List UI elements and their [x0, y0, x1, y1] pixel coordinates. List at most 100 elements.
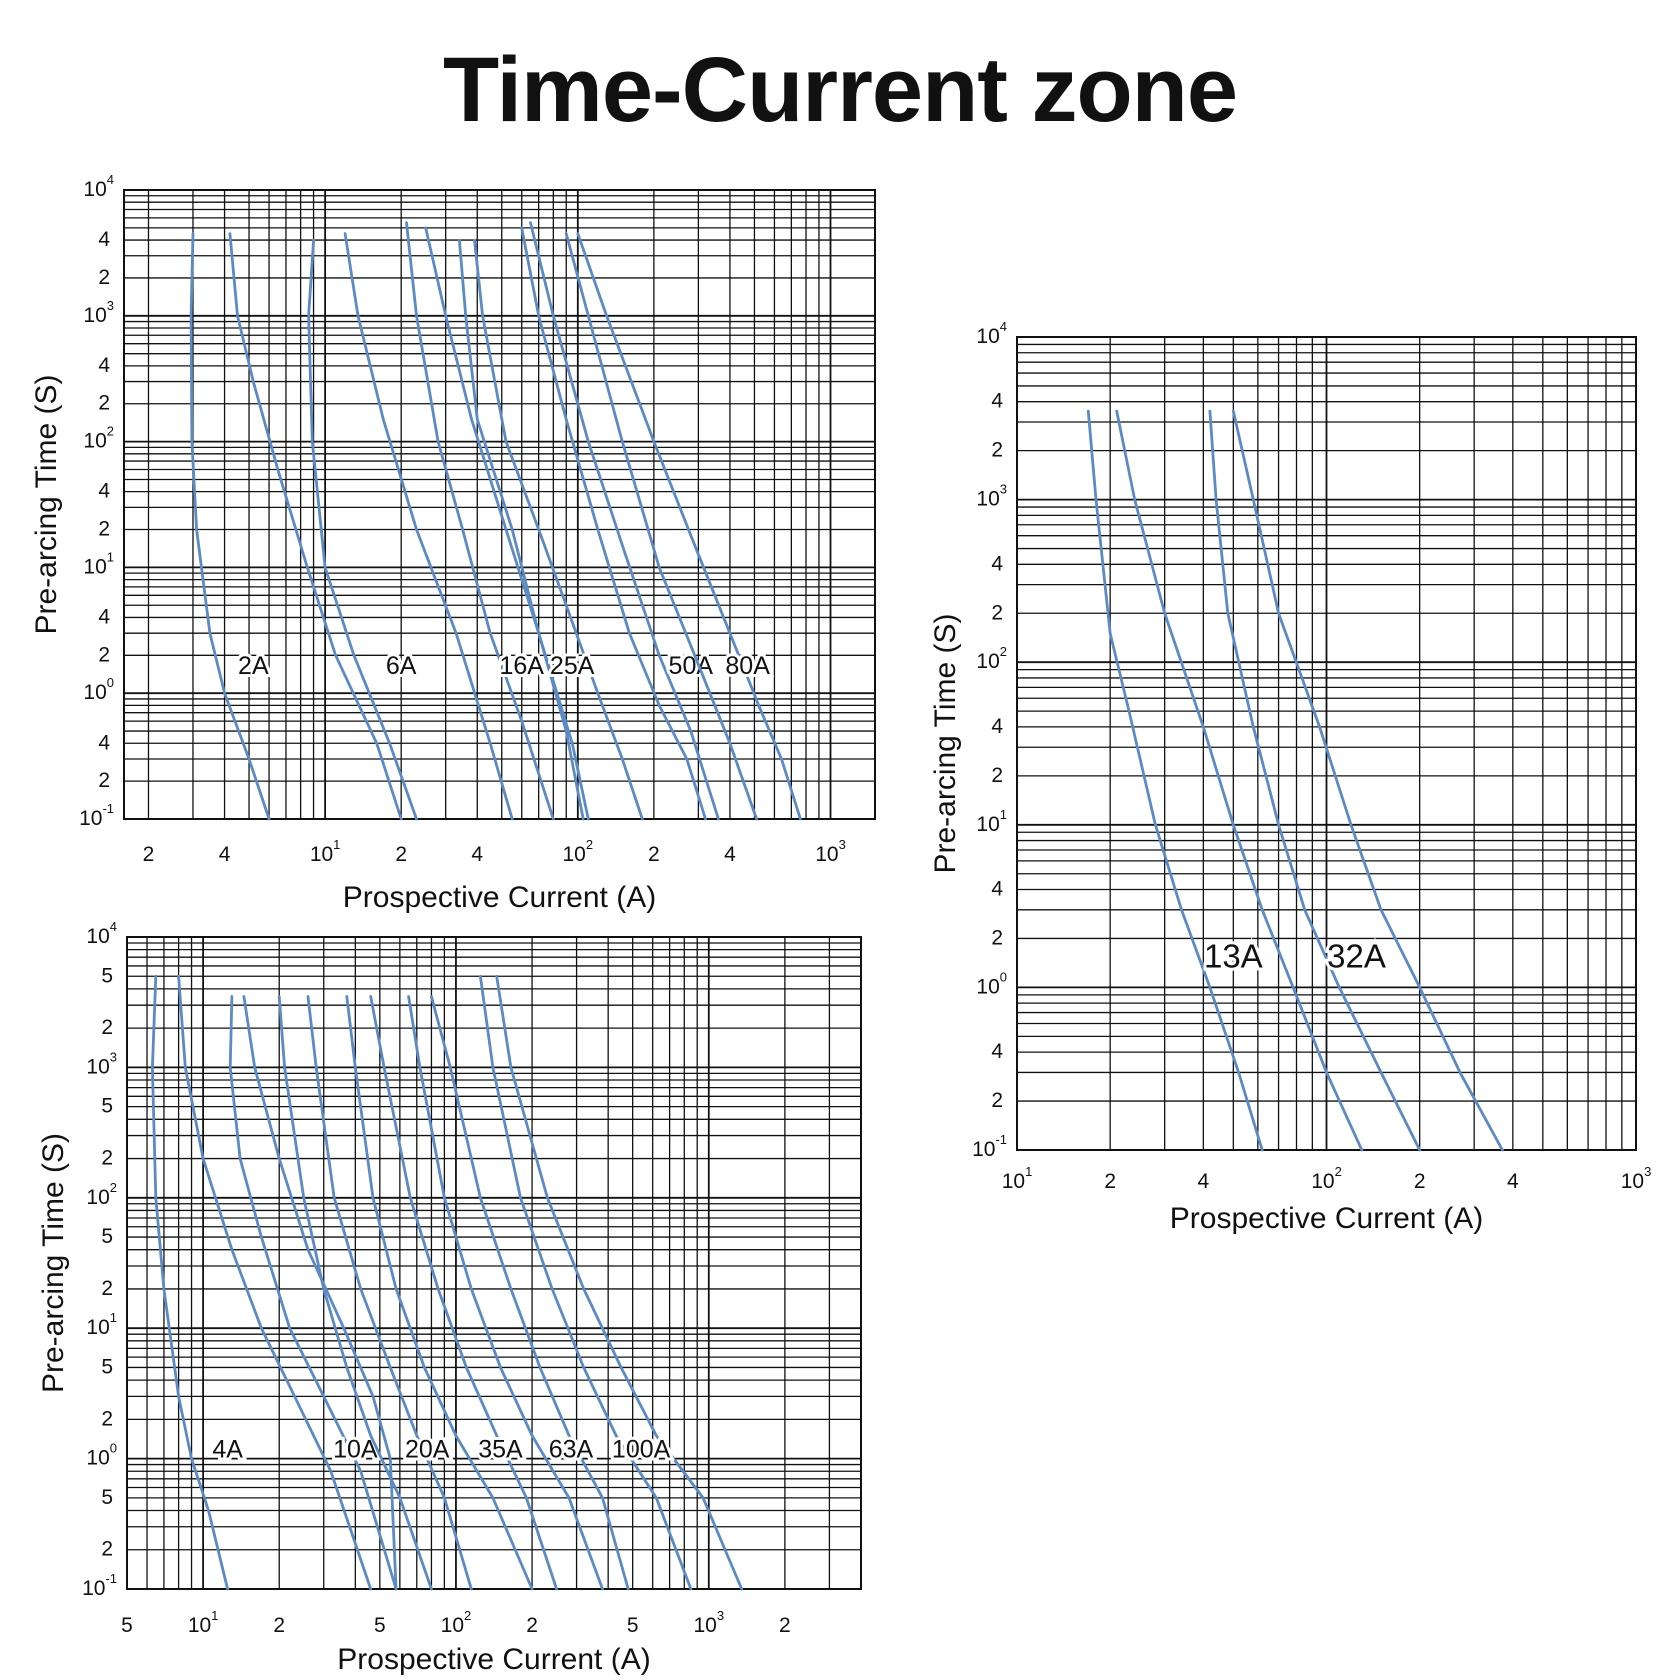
x-tick-label: 2 [1414, 1170, 1426, 1193]
y-tick-label: 4 [98, 353, 110, 376]
series-line-32A-max [1231, 409, 1504, 1152]
x-tick-label: 103 [815, 837, 846, 865]
x-tick-label: 2 [1104, 1170, 1116, 1193]
y-tick-label: 104 [86, 919, 117, 947]
x-tick-label: 101 [1002, 1164, 1033, 1192]
plot-area [127, 937, 861, 1589]
x-tick-label: 5 [121, 1614, 133, 1637]
series-line-50A-min [520, 226, 707, 821]
x-tick-label: 103 [1621, 1164, 1652, 1192]
y-tick-label: 10-1 [972, 1132, 1007, 1160]
x-axis-label: Prospective Current (A) [343, 881, 656, 914]
y-tick-label: 2 [991, 926, 1003, 949]
y-tick-label: 2 [991, 438, 1003, 461]
y-tick-label: 4 [991, 389, 1003, 412]
x-tick-label: 101 [310, 837, 341, 865]
series-label: 13A [1204, 937, 1263, 974]
y-tick-label: 4 [991, 877, 1003, 900]
y-tick-label: 100 [83, 676, 114, 704]
y-tick-label: 2 [991, 601, 1003, 624]
x-tick-label: 102 [1311, 1164, 1342, 1192]
chart-top-left: 2A 6A 16A 25A 50A 80A 104 4 2 103 4 2 102 4 2 101 4 2 100 4… [30, 172, 876, 914]
series-line-4A-min [151, 974, 229, 1591]
y-tick-label: 4 [991, 552, 1003, 575]
series-line-50A-max [529, 221, 720, 821]
y-tick-label: 101 [83, 550, 114, 578]
x-tick-label: 101 [188, 1608, 219, 1636]
y-tick-label: 2 [991, 763, 1003, 786]
y-tick-label: 2 [101, 1407, 113, 1430]
x-tick-label: 4 [1507, 1170, 1519, 1193]
series-label: 2A [238, 652, 269, 680]
y-tick-labels: 104 5 2 103 5 2 102 5 2 101 5 2 100 5 2 10-1 [82, 919, 117, 1599]
x-tick-labels: 5 101 2 5 102 2 5 103 2 [121, 1608, 791, 1636]
series-label: 80A [725, 652, 770, 680]
series-label: 16A [500, 652, 545, 680]
y-tick-label: 2 [101, 1537, 113, 1560]
x-tick-labels: 2 4 101 2 4 102 2 4 103 [143, 837, 846, 865]
y-tick-label: 101 [86, 1311, 117, 1339]
series-line-6A-max [343, 232, 514, 821]
y-tick-label: 2 [101, 1016, 113, 1039]
y-tick-label: 5 [101, 1355, 113, 1378]
x-tick-label: 2 [526, 1614, 538, 1637]
x-tick-label: 5 [374, 1614, 386, 1637]
y-axis-label: Pre-arcing Time (S) [30, 374, 63, 634]
chart-bottom-left: 4A 10A 20A 35A 63A 100A1045210352102521015210… [37, 919, 862, 1676]
y-axis-label: Pre-arcing Time (S) [929, 613, 962, 873]
y-tick-label: 104 [976, 319, 1007, 347]
y-tick-labels: 104 4 2 103 4 2 102 4 2 101 4 2 100 4 2 10-1 [79, 172, 114, 829]
y-tick-label: 104 [83, 172, 114, 200]
series-label: 20A [405, 1435, 450, 1463]
y-tick-label: 103 [976, 482, 1007, 510]
series-line-2A-min [189, 232, 271, 821]
series-line-100A-min [479, 974, 693, 1591]
series-line-10A-max [242, 995, 398, 1591]
series-line-13A-min [1086, 409, 1264, 1152]
y-tick-label: 5 [101, 964, 113, 987]
y-tick-label: 4 [98, 479, 110, 502]
x-tick-label: 2 [273, 1614, 285, 1637]
y-tick-label: 2 [98, 769, 110, 792]
series-line-20A-min [277, 995, 433, 1591]
y-tick-label: 2 [101, 1146, 113, 1169]
x-tick-label: 2 [779, 1614, 791, 1637]
y-tick-label: 102 [86, 1180, 117, 1208]
x-tick-labels: 101 2 4 102 2 4 103 [1002, 1164, 1652, 1192]
grid [124, 189, 875, 820]
series-line-63A-max [430, 995, 630, 1591]
y-tick-label: 10-1 [82, 1571, 117, 1599]
series-label: 32A [1327, 937, 1386, 974]
x-tick-label: 103 [693, 1608, 724, 1636]
y-tick-label: 5 [101, 1094, 113, 1117]
series-line-2A-max [228, 232, 403, 821]
series-label: 63A [549, 1435, 594, 1463]
series-line-13A-max [1115, 409, 1364, 1152]
x-axis-label: Prospective Current (A) [337, 1643, 650, 1676]
x-tick-label: 5 [627, 1614, 639, 1637]
series-line-35A-min [345, 995, 534, 1591]
x-tick-label: 4 [471, 843, 483, 866]
series-line-4A-max [177, 974, 373, 1591]
page-title: Time-Current zone [442, 39, 1238, 141]
series-label: 25A [550, 652, 595, 680]
x-tick-label: 2 [648, 843, 660, 866]
series-line-16A-max [424, 226, 590, 821]
y-axis-label: Pre-arcing Time (S) [37, 1133, 70, 1393]
y-tick-label: 5 [101, 1225, 113, 1248]
y-tick-label: 101 [976, 807, 1007, 835]
x-tick-label: 102 [563, 837, 594, 865]
series-label: 35A [478, 1435, 523, 1463]
series-line-6A-min [307, 238, 418, 821]
y-tick-label: 100 [976, 970, 1007, 998]
x-tick-label: 2 [143, 843, 155, 866]
series-label: 50A [669, 652, 714, 680]
x-tick-label: 102 [441, 1608, 472, 1636]
y-tick-label: 102 [83, 424, 114, 452]
x-tick-label: 4 [724, 843, 736, 866]
x-tick-label: 2 [395, 843, 407, 866]
y-tick-label: 10-1 [79, 801, 114, 829]
y-tick-label: 4 [991, 1040, 1003, 1063]
y-tick-label: 103 [86, 1050, 117, 1078]
